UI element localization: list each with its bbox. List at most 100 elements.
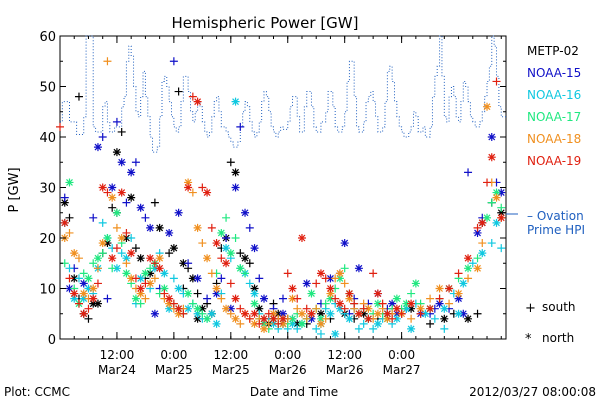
point-noaa-18: [492, 193, 501, 202]
point-noaa-18: [364, 304, 373, 313]
point-metp-02: [112, 148, 121, 157]
point-noaa-18: [473, 264, 482, 273]
point-metp-02: [103, 239, 112, 248]
point-noaa-18: [264, 319, 273, 328]
point-noaa-19: [326, 284, 335, 293]
point-noaa-17: [340, 264, 349, 273]
point-metp-02: [136, 254, 145, 263]
point-noaa-18: [150, 274, 159, 283]
x-tick-date: Mar26: [326, 363, 364, 377]
point-noaa-15: [226, 304, 235, 313]
point-noaa-15: [231, 183, 240, 192]
x-tick-date: Mar24: [98, 363, 136, 377]
point-noaa-19: [74, 299, 83, 308]
point-noaa-15: [169, 57, 178, 66]
point-noaa-19: [264, 309, 273, 318]
y-tick-label: 0: [48, 333, 56, 348]
point-noaa-19: [416, 309, 425, 318]
point-noaa-19: [60, 218, 69, 227]
point-noaa-19: [274, 319, 283, 328]
point-noaa-19: [122, 228, 131, 237]
point-noaa-19: [478, 218, 487, 227]
ovation-legend-label: – Ovation: [527, 209, 584, 223]
point-noaa-19: [473, 223, 482, 232]
point-noaa-15: [122, 198, 131, 207]
point-noaa-19: [217, 254, 226, 263]
point-noaa-16: [345, 314, 354, 323]
point-metp-02: [127, 193, 136, 202]
point-noaa-19: [383, 309, 392, 318]
point-noaa-17: [98, 249, 107, 258]
point-noaa-17: [464, 264, 473, 273]
point-noaa-17: [297, 319, 306, 328]
point-noaa-16: [373, 319, 382, 328]
point-noaa-18: [188, 188, 197, 197]
x-tick-time: 0:00: [160, 348, 187, 362]
point-noaa-17: [231, 234, 240, 242]
point-metp-02: [150, 198, 159, 207]
point-metp-02: [65, 213, 74, 222]
point-noaa-19: [108, 254, 117, 263]
point-noaa-16: [335, 304, 344, 313]
point-noaa-16: [402, 304, 411, 313]
point-metp-02: [165, 249, 174, 258]
point-noaa-15: [354, 264, 363, 273]
point-noaa-18: [98, 239, 107, 248]
point-noaa-19: [331, 294, 340, 303]
point-noaa-19: [203, 188, 212, 197]
point-noaa-18: [141, 294, 150, 303]
point-noaa-16: [79, 294, 88, 303]
point-noaa-17: [407, 289, 416, 298]
point-noaa-16: [369, 324, 378, 333]
point-noaa-17: [260, 319, 269, 328]
point-noaa-19: [359, 304, 368, 313]
point-noaa-19: [407, 299, 416, 308]
point-metp-02: [89, 299, 98, 308]
point-noaa-17: [217, 228, 226, 237]
point-noaa-18: [426, 294, 435, 303]
point-noaa-15: [260, 294, 269, 303]
point-noaa-19: [241, 309, 250, 318]
point-noaa-15: [131, 158, 140, 167]
point-noaa-17: [93, 254, 102, 263]
point-noaa-19: [84, 304, 93, 313]
point-noaa-18: [297, 309, 306, 318]
point-noaa-15: [112, 117, 121, 126]
point-noaa-16: [492, 218, 501, 227]
point-noaa-16: [207, 309, 216, 318]
point-metp-02: [359, 309, 368, 318]
plot-credit: Plot: CCMC: [4, 385, 70, 399]
point-noaa-19: [56, 122, 64, 131]
point-noaa-17: [193, 304, 202, 313]
point-noaa-19: [397, 309, 406, 318]
point-noaa-18: [326, 289, 335, 298]
point-noaa-17: [307, 289, 316, 298]
point-noaa-18: [93, 264, 102, 273]
point-noaa-15: [473, 228, 482, 237]
point-noaa-19: [373, 289, 382, 298]
point-noaa-19: [392, 304, 401, 313]
point-metp-02: [93, 299, 102, 308]
point-noaa-16: [316, 329, 325, 338]
point-noaa-15: [340, 239, 349, 248]
point-noaa-15: [464, 168, 473, 177]
point-noaa-19: [279, 314, 287, 323]
legend-entry-noaa-16: NOAA-16: [527, 88, 581, 102]
y-tick-label: 60: [39, 30, 56, 45]
point-noaa-16: [70, 294, 79, 303]
point-noaa-15: [117, 158, 126, 167]
x-tick-time: 12:00: [214, 348, 249, 362]
point-noaa-17: [84, 274, 93, 283]
x-tick-date: Mar25: [212, 363, 250, 377]
point-noaa-18: [226, 309, 235, 318]
point-noaa-17: [411, 279, 420, 288]
point-noaa-19: [207, 223, 216, 232]
point-noaa-16: [421, 309, 430, 318]
point-noaa-15: [326, 274, 335, 283]
point-metp-02: [250, 284, 259, 293]
point-noaa-18: [345, 294, 354, 303]
point-noaa-16: [326, 309, 335, 318]
point-noaa-15: [392, 309, 401, 318]
point-noaa-16: [231, 97, 240, 106]
point-noaa-19: [155, 264, 164, 273]
